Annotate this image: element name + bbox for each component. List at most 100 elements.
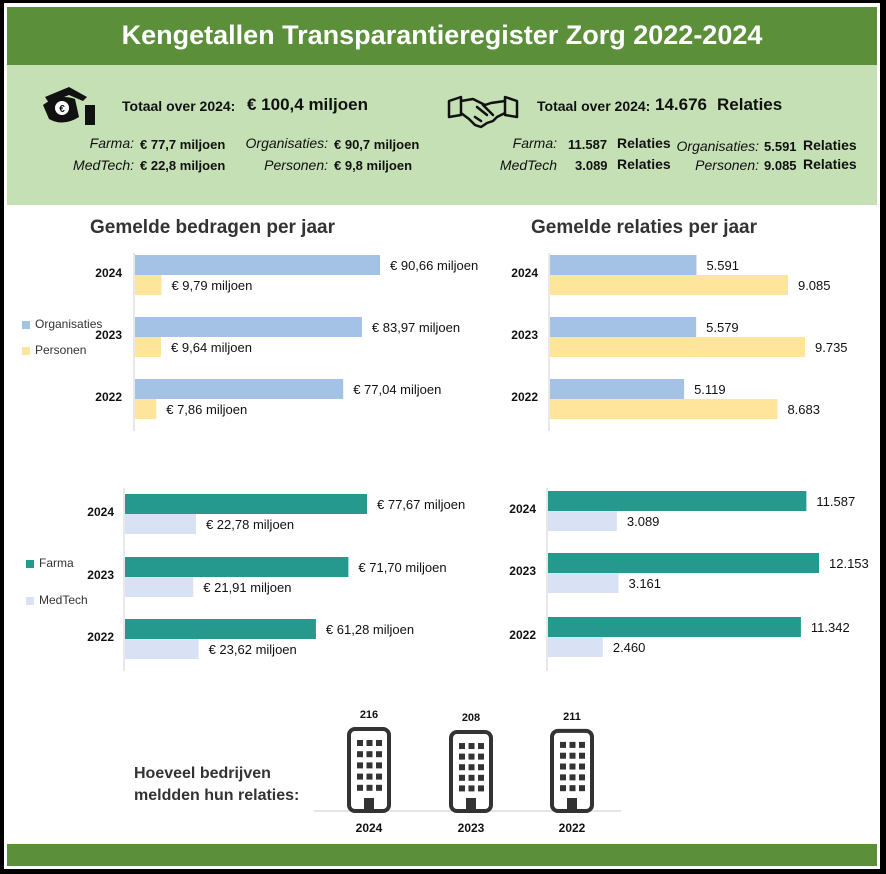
relaties-chart-bar xyxy=(550,337,805,357)
relaties-farma-chart-category-label: 2024 xyxy=(509,502,536,516)
building-window xyxy=(569,741,576,748)
bedragen-chart-category-label: 2023 xyxy=(95,328,122,342)
footer-bar xyxy=(7,844,877,866)
bedragen-farma-chart-data-label: € 22,78 miljoen xyxy=(206,517,294,532)
relaties-chart-data-label: 9.085 xyxy=(798,278,831,293)
relaties-farma-chart-bar xyxy=(548,617,801,637)
companies-year-label: 2022 xyxy=(559,821,586,835)
building-window xyxy=(357,762,363,769)
legend-farma-label: Farma xyxy=(39,556,74,570)
relaties-chart-bar xyxy=(550,317,697,337)
relaties-chart-data-label: 8.683 xyxy=(787,402,820,417)
handshake-icon xyxy=(447,95,519,129)
kpi-right-total-label: Totaal over 2024: xyxy=(537,98,651,114)
building-window xyxy=(366,740,373,746)
legend-medtech-label: MedTech xyxy=(39,593,88,607)
kpi-right-medtech-value: 3.089 xyxy=(575,158,608,173)
kpi-right-medtech-label: MedTech xyxy=(499,157,557,173)
building-door xyxy=(364,798,374,811)
kpi-right-farma-label: Farma: xyxy=(512,135,557,151)
bedragen-farma-chart-data-label: € 21,91 miljoen xyxy=(203,580,291,595)
companies-question-line2: meldden hun relaties: xyxy=(134,787,300,804)
building-window xyxy=(579,774,585,781)
relaties-farma-chart-data-label: 11.342 xyxy=(811,620,850,635)
building-window xyxy=(569,785,576,792)
companies-year-label: 2024 xyxy=(356,821,383,835)
relaties-chart-data-label: 5.119 xyxy=(694,382,726,397)
kpi-right-personen-unit: Relaties xyxy=(803,156,857,172)
relaties-farma-chart-bar xyxy=(548,637,603,657)
page-title: Kengetallen Transparantieregister Zorg 2… xyxy=(121,20,763,50)
bedragen-chart-bar xyxy=(135,337,162,357)
bedragen-farma-chart-category-label: 2023 xyxy=(87,568,114,582)
building-window xyxy=(357,751,363,758)
legend-personen: Personen xyxy=(22,343,86,357)
building-window xyxy=(366,751,373,758)
building-window xyxy=(579,763,585,770)
bedragen-chart-bar xyxy=(135,379,344,399)
building-window xyxy=(569,763,576,770)
bedragen-chart-data-label: € 9,79 miljoen xyxy=(171,278,252,293)
relaties-farma-chart-bar xyxy=(548,491,807,511)
relaties-chart-bar xyxy=(550,399,778,419)
bedragen-farma-chart-bar xyxy=(125,557,349,577)
building-window xyxy=(579,752,585,759)
kpi-left-organisaties-label: Organisaties: xyxy=(245,135,328,151)
relaties-farma-chart-data-label: 11.587 xyxy=(816,494,855,509)
building-window xyxy=(366,784,373,791)
companies-count-label: 216 xyxy=(360,709,378,721)
kpi-right-personen-label: Personen: xyxy=(695,157,759,173)
relaties-chart-bar xyxy=(550,275,788,295)
bedragen-farma-chart-bar xyxy=(125,577,194,597)
building-window xyxy=(478,753,484,760)
building-window xyxy=(357,773,363,780)
building-window xyxy=(560,785,566,792)
kpi-left-organisaties-value: € 90,7 miljoen xyxy=(334,137,420,152)
building-window xyxy=(468,785,475,792)
kpi-right-farma-unit: Relaties xyxy=(617,135,671,151)
building-window xyxy=(366,773,373,780)
building-window xyxy=(468,753,475,760)
bedragen-farma-chart-category-label: 2022 xyxy=(87,630,114,644)
kpi-left-medtech-label: MedTech: xyxy=(73,157,134,173)
building-window xyxy=(579,785,585,792)
building-window xyxy=(376,784,382,791)
legend-farma: Farma xyxy=(26,556,74,570)
building-window xyxy=(468,774,475,781)
bedragen-farma-chart-data-label: € 77,67 miljoen xyxy=(377,497,465,512)
legend-medtech: MedTech xyxy=(26,593,88,607)
building-window xyxy=(560,752,566,759)
money-hand-icon: € xyxy=(43,87,95,125)
relaties-chart-data-label: 9.735 xyxy=(815,340,848,355)
kpi-right-personen-value: 9.085 xyxy=(764,158,797,173)
bedragen-chart-data-label: € 7,86 miljoen xyxy=(166,402,247,417)
bedragen-farma-chart-bar xyxy=(125,494,367,514)
bedragen-farma-chart-bar xyxy=(125,619,316,639)
infographic: Kengetallen Transparantieregister Zorg 2… xyxy=(4,3,880,869)
kpi-panel: € Totaal over 2024: € 100,4 miljoen Farm… xyxy=(7,65,877,205)
relaties-chart-bar xyxy=(550,379,685,399)
relaties-farma-chart-data-label: 3.089 xyxy=(627,514,660,529)
kpi-right-organisaties-value: 5.591 xyxy=(764,139,797,154)
relaties-farma-chart-category-label: 2023 xyxy=(509,564,536,578)
bedragen-chart-category-label: 2022 xyxy=(95,390,122,404)
relaties-farma-chart-bar xyxy=(548,573,619,593)
charts-canvas: 2024 € 90,66 miljoen € 9,79 miljoen 2023 € 8… xyxy=(87,253,869,835)
building-window xyxy=(478,764,484,771)
kpi-left-personen-label: Personen: xyxy=(264,157,328,173)
svg-text:€: € xyxy=(59,104,65,115)
kpi-left-farma-value: € 77,7 miljoen xyxy=(140,137,226,152)
legend-organisaties: Organisaties xyxy=(22,317,102,331)
building-window xyxy=(468,743,475,750)
bedragen-chart-bar xyxy=(135,399,157,419)
legend-personen-label: Personen xyxy=(35,343,87,357)
relaties-chart-category-label: 2023 xyxy=(511,328,538,342)
relaties-farma-chart-data-label: 2.460 xyxy=(613,640,646,655)
building-window xyxy=(478,785,484,792)
bedragen-farma-chart-data-label: € 23,62 miljoen xyxy=(209,642,297,657)
building-window xyxy=(569,752,576,759)
kpi-right-organisaties-label: Organisaties: xyxy=(676,138,759,154)
building-window xyxy=(357,784,363,791)
kpi-right-farma-value: 11.587 xyxy=(568,137,608,152)
kpi-left-medtech-value: € 22,8 miljoen xyxy=(140,158,226,173)
